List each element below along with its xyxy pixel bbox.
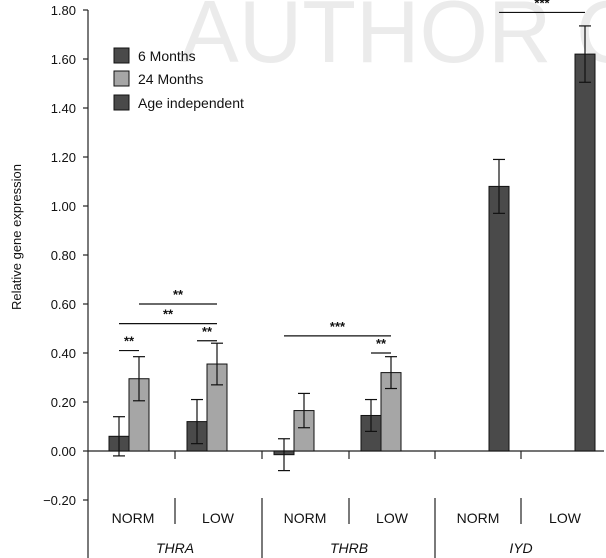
- y-tick-label: 1.40: [51, 101, 76, 116]
- y-tick-label: 0.00: [51, 444, 76, 459]
- significance-label: **: [173, 287, 184, 302]
- significance-label: **: [124, 334, 135, 349]
- legend-swatch: [114, 71, 129, 86]
- y-tick-label: 1.60: [51, 52, 76, 67]
- x-category-label: NORM: [112, 510, 155, 526]
- y-tick-label: 0.80: [51, 248, 76, 263]
- legend-swatch: [114, 95, 129, 110]
- x-group-label: IYD: [509, 540, 532, 556]
- legend-label: Age independent: [138, 95, 244, 111]
- y-tick-label: 0.20: [51, 395, 76, 410]
- bar: [575, 54, 595, 451]
- significance-label: ***: [534, 0, 550, 10]
- legend-label: 6 Months: [138, 48, 196, 64]
- significance-label: ***: [330, 319, 346, 334]
- plot-area: −0.20 0.00 0.20 0.40 0.60 0.80 1.00 1.20 1.40 1.6…: [43, 0, 604, 558]
- legend-swatch: [114, 48, 129, 63]
- x-group-label: THRB: [330, 540, 368, 556]
- y-tick-label: 1.20: [51, 150, 76, 165]
- y-tick-label: 0.40: [51, 346, 76, 361]
- x-category-label: LOW: [202, 510, 235, 526]
- y-tick-label: 1.00: [51, 199, 76, 214]
- significance-label: **: [163, 307, 174, 322]
- y-axis-label: Relative gene expression: [9, 164, 24, 310]
- x-category-label: NORM: [457, 510, 500, 526]
- y-tick-label: −0.20: [43, 493, 76, 508]
- bar: [489, 186, 509, 451]
- x-category-label: LOW: [376, 510, 409, 526]
- y-tick-label: 1.80: [51, 3, 76, 18]
- x-category-label: NORM: [284, 510, 327, 526]
- significance-label: **: [376, 336, 387, 351]
- y-tick-label: 0.60: [51, 297, 76, 312]
- x-group-label: THRA: [156, 540, 194, 556]
- significance-label: **: [202, 324, 213, 339]
- x-category-label: LOW: [549, 510, 582, 526]
- legend-label: 24 Months: [138, 71, 203, 87]
